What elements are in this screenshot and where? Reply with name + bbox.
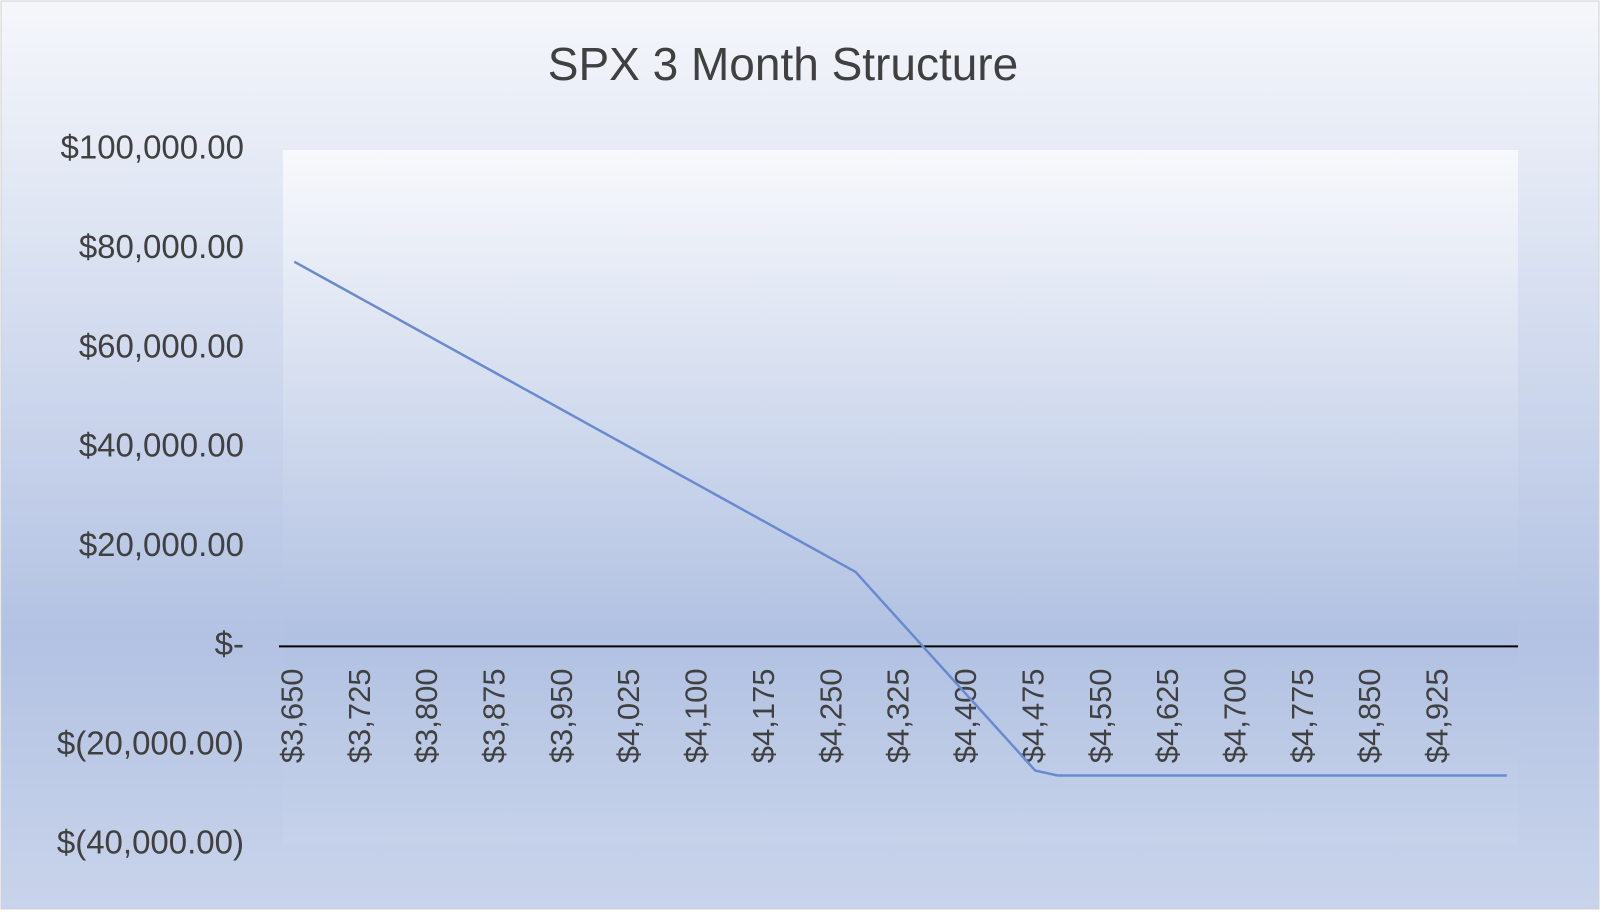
x-tick-label: $4,700 [1218, 668, 1253, 763]
y-tick-label: $(40,000.00) [57, 824, 244, 861]
y-tick-label: $60,000.00 [79, 327, 244, 364]
x-tick-label: $4,100 [679, 668, 714, 763]
x-tick-label: $4,475 [1015, 668, 1050, 763]
x-tick-label: $4,775 [1285, 668, 1320, 763]
y-tick-label: $(20,000.00) [57, 724, 244, 761]
chart-title: SPX 3 Month Structure [548, 38, 1018, 90]
x-tick-label: $3,875 [477, 668, 512, 763]
x-tick-label: $4,175 [746, 668, 781, 763]
x-tick-label: $4,400 [948, 668, 983, 763]
x-tick-label: $4,325 [881, 668, 916, 763]
y-tick-label: $40,000.00 [79, 427, 244, 464]
x-tick-label: $4,850 [1352, 668, 1387, 763]
y-tick-label: $20,000.00 [79, 526, 244, 563]
x-tick-label: $3,725 [342, 668, 377, 763]
y-tick-label: $100,000.00 [60, 129, 244, 166]
plot-area [283, 150, 1518, 845]
x-tick-label: $4,625 [1150, 668, 1185, 763]
y-tick-label: $80,000.00 [79, 228, 244, 265]
x-tick-label: $4,925 [1420, 668, 1455, 763]
x-tick-label: $3,650 [274, 668, 309, 763]
x-tick-label: $4,250 [813, 668, 848, 763]
x-tick-label: $4,025 [611, 668, 646, 763]
x-tick-label: $3,950 [544, 668, 579, 763]
x-tick-label: $3,800 [409, 668, 444, 763]
data-line [293, 260, 1507, 777]
x-tick-label: $4,550 [1083, 668, 1118, 763]
y-tick-label: $- [215, 625, 244, 662]
